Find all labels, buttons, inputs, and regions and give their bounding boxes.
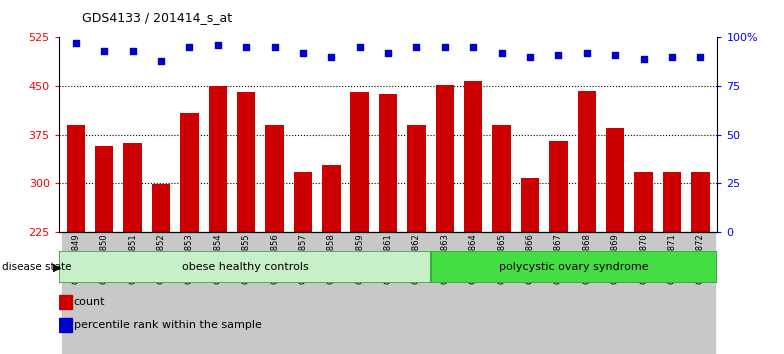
Point <box>354 44 366 50</box>
Point <box>410 44 423 50</box>
Text: count: count <box>74 297 105 307</box>
Bar <box>464 81 482 232</box>
Bar <box>431 251 717 283</box>
Point <box>240 44 252 50</box>
Text: disease state: disease state <box>2 262 71 272</box>
Point <box>70 40 82 46</box>
Bar <box>123 143 142 232</box>
Bar <box>346 232 374 354</box>
Bar <box>59 295 71 309</box>
Bar <box>62 232 90 354</box>
Bar <box>95 145 114 232</box>
Bar <box>430 232 459 354</box>
Bar <box>374 232 402 354</box>
Point <box>126 48 139 53</box>
Bar <box>289 232 317 354</box>
Bar <box>350 92 369 232</box>
Bar <box>322 165 340 232</box>
Bar <box>294 171 312 232</box>
Text: percentile rank within the sample: percentile rank within the sample <box>74 320 262 330</box>
Bar <box>152 184 170 232</box>
Bar <box>265 125 284 232</box>
Bar <box>237 92 256 232</box>
Bar <box>209 86 227 232</box>
Point <box>154 58 167 63</box>
Bar <box>492 125 511 232</box>
Bar <box>67 125 85 232</box>
Point <box>694 54 706 59</box>
Bar <box>317 232 346 354</box>
Point <box>325 54 338 59</box>
Text: GDS4133 / 201414_s_at: GDS4133 / 201414_s_at <box>82 11 232 24</box>
Point <box>637 56 650 62</box>
Point <box>212 42 224 48</box>
Bar <box>606 128 624 232</box>
Bar <box>578 91 596 232</box>
Point <box>467 44 480 50</box>
Text: obese healthy controls: obese healthy controls <box>182 262 308 272</box>
Point <box>382 50 394 56</box>
Bar <box>521 178 539 232</box>
Bar <box>175 232 204 354</box>
Bar <box>232 232 260 354</box>
Bar <box>691 171 710 232</box>
Point <box>609 52 622 57</box>
Bar <box>59 251 431 283</box>
Bar <box>407 125 426 232</box>
Bar <box>147 232 175 354</box>
Bar <box>549 141 568 232</box>
Bar <box>686 232 714 354</box>
Bar <box>544 232 572 354</box>
Point <box>552 52 564 57</box>
Bar <box>488 232 516 354</box>
Bar <box>204 232 232 354</box>
Bar <box>601 232 630 354</box>
Bar <box>402 232 430 354</box>
Point <box>98 48 111 53</box>
Point <box>183 44 196 50</box>
Point <box>268 44 281 50</box>
Text: polycystic ovary syndrome: polycystic ovary syndrome <box>499 262 649 272</box>
Bar <box>572 232 601 354</box>
Text: ▶: ▶ <box>53 262 62 272</box>
Bar <box>459 232 488 354</box>
Bar <box>630 232 658 354</box>
Bar <box>662 171 681 232</box>
Bar <box>180 113 198 232</box>
Point <box>524 54 536 59</box>
Point <box>666 54 678 59</box>
Point <box>296 50 309 56</box>
Point <box>438 44 451 50</box>
Bar <box>90 232 118 354</box>
Bar <box>516 232 544 354</box>
Bar <box>118 232 147 354</box>
Bar <box>260 232 289 354</box>
Bar <box>658 232 686 354</box>
Bar <box>379 93 397 232</box>
Point <box>495 50 508 56</box>
Bar <box>436 85 454 232</box>
Point <box>580 50 593 56</box>
Bar <box>634 171 653 232</box>
Bar <box>59 318 71 332</box>
